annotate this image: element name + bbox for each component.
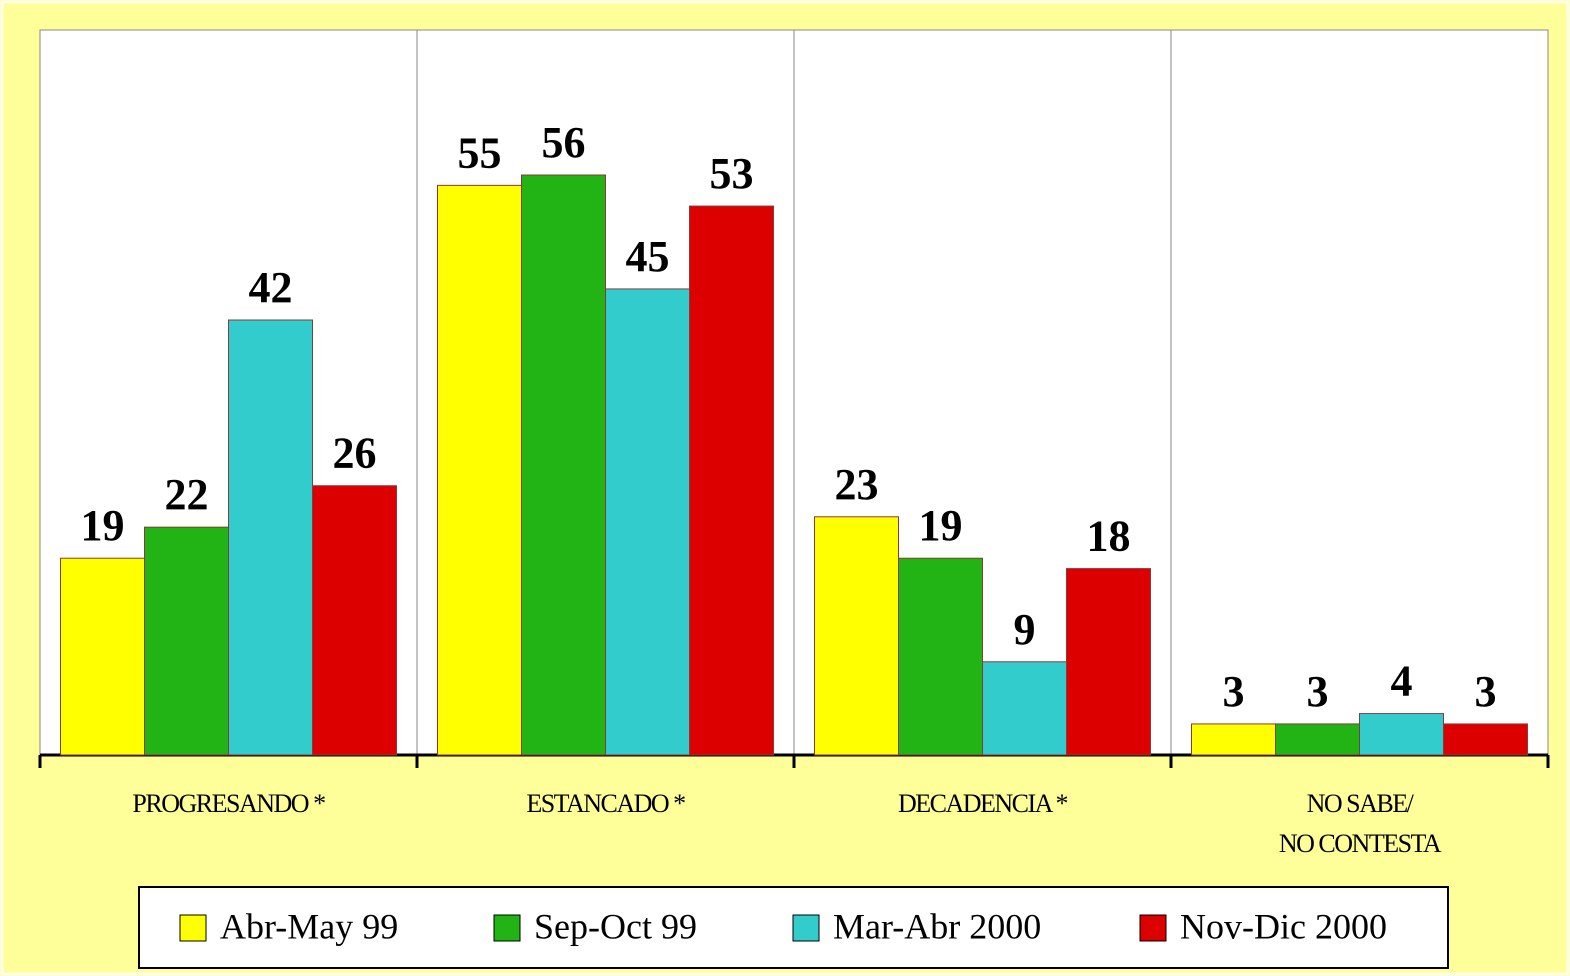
legend-label: Sep-Oct 99 — [534, 906, 697, 946]
value-label: 23 — [835, 460, 879, 509]
bar — [144, 526, 229, 756]
bar — [605, 288, 690, 756]
legend-swatch — [792, 914, 820, 942]
value-label: 53 — [710, 149, 754, 198]
bar — [228, 319, 313, 756]
x-tick-label: DECADENCIA * — [897, 789, 1069, 818]
x-tick-label: ESTANCADO * — [526, 789, 686, 818]
legend-label: Abr-May 99 — [220, 906, 398, 946]
value-label: 3 — [1223, 667, 1245, 716]
bar — [1275, 723, 1360, 756]
bar — [521, 174, 606, 756]
bar — [60, 557, 145, 756]
bar — [898, 557, 983, 756]
bar — [1066, 568, 1151, 756]
legend-label: Nov-Dic 2000 — [1180, 906, 1387, 946]
value-label: 42 — [249, 263, 293, 312]
bar — [312, 485, 397, 756]
bar — [1359, 713, 1444, 756]
bar — [982, 661, 1067, 756]
value-label: 22 — [165, 470, 209, 519]
value-label: 19 — [919, 501, 963, 550]
value-label: 3 — [1307, 667, 1329, 716]
value-label: 45 — [626, 232, 670, 281]
legend-label: Mar-Abr 2000 — [833, 906, 1041, 946]
legend-swatch — [493, 914, 521, 942]
x-tick-label: NO SABE/ NO CONTESTA — [1278, 789, 1442, 858]
value-label: 9 — [1014, 605, 1036, 654]
bar — [689, 205, 774, 756]
value-label: 55 — [458, 128, 502, 177]
value-label: 56 — [542, 118, 586, 167]
value-label: 19 — [81, 501, 125, 550]
value-label: 3 — [1475, 667, 1497, 716]
bar — [814, 516, 899, 756]
value-label: 4 — [1391, 657, 1413, 706]
value-label: 18 — [1087, 512, 1131, 561]
x-tick-label: PROGRESANDO * — [132, 789, 326, 818]
bar — [1443, 723, 1528, 756]
legend-swatch — [1139, 914, 1167, 942]
value-label: 26 — [333, 429, 377, 478]
legend-swatch — [179, 914, 207, 942]
bar — [437, 184, 522, 756]
bar — [1191, 723, 1276, 756]
